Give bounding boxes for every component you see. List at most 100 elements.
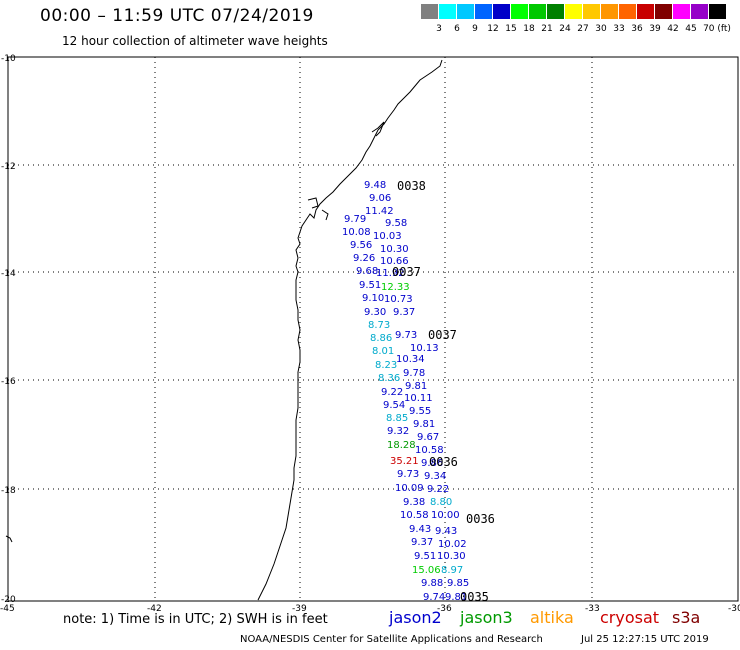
color-scale-swatch xyxy=(655,4,672,19)
color-scale-label: 21 xyxy=(541,24,553,34)
wave-height-value: 10.66 xyxy=(380,256,409,267)
wave-height-value: 35.21 xyxy=(390,456,419,467)
wave-height-value: 10.08 xyxy=(342,227,371,238)
wave-height-value: 8.86 xyxy=(370,333,392,344)
small-island-marker xyxy=(5,535,13,543)
coastline xyxy=(257,59,443,601)
wave-height-value: 9.55 xyxy=(409,406,431,417)
wave-height-value: 10.30 xyxy=(380,244,409,255)
color-scale-label: 24 xyxy=(559,24,571,34)
credit-line: NOAA/NESDIS Center for Satellite Applica… xyxy=(240,634,543,645)
wave-height-value: 9.56 xyxy=(350,240,372,251)
color-scale-swatch xyxy=(709,4,726,19)
longitude-label: -39 xyxy=(292,604,307,614)
map-grid xyxy=(8,57,738,601)
color-scale-label: 33 xyxy=(613,24,625,34)
wave-height-value: 10.03 xyxy=(373,231,402,242)
color-scale-label: 36 xyxy=(631,24,643,34)
wave-height-value: 15.06 xyxy=(412,565,441,576)
wave-height-value: 10.30 xyxy=(437,551,466,562)
longitude-label: -45 xyxy=(0,604,15,614)
latitude-label: -10 xyxy=(1,54,16,64)
wave-height-value: 9.81 xyxy=(413,419,435,430)
wave-height-value: 10.02 xyxy=(438,539,467,550)
pass-time-label: 0035 xyxy=(460,590,489,604)
color-scale-label: 6 xyxy=(454,24,460,34)
wave-height-value: 8.80 xyxy=(430,497,452,508)
wave-height-value: 10.09 xyxy=(395,483,424,494)
wave-height-value: 9.30 xyxy=(364,307,386,318)
wave-height-value: 9.81 xyxy=(445,592,467,603)
wave-height-value: 9.48 xyxy=(364,180,386,191)
footer-note: note: 1) Time is in UTC; 2) SWH is in fe… xyxy=(63,612,328,627)
latitude-labels: -10 -12 -14 -16 -18 -20 xyxy=(1,54,16,605)
latitude-label: -12 xyxy=(1,162,16,172)
wave-height-value: 9.26 xyxy=(353,253,375,264)
wave-height-value: 8.85 xyxy=(386,413,408,424)
longitude-label: -36 xyxy=(437,604,452,614)
pass-time-label: 0037 xyxy=(392,265,421,279)
wave-height-value: 9.37 xyxy=(411,537,433,548)
wave-height-value: 9.34 xyxy=(424,471,446,482)
pass-time-label: 0038 xyxy=(397,179,426,193)
wave-height-value: 9.54 xyxy=(383,400,405,411)
wave-height-value: 9.78 xyxy=(403,368,425,379)
wave-height-value: 8.01 xyxy=(372,346,394,357)
pass-time-label: 0036 xyxy=(466,512,495,526)
wave-height-value: 9.79 xyxy=(344,214,366,225)
map-frame xyxy=(7,56,739,602)
color-scale-swatch xyxy=(673,4,690,19)
color-scale-label: 15 xyxy=(505,24,517,34)
wave-height-value: 8.73 xyxy=(368,320,390,331)
legend-jason3: jason3 xyxy=(460,608,513,627)
color-scale-swatch xyxy=(529,4,546,19)
pass-time-labels: 0038 0037 0037 0036 0036 0035 xyxy=(392,179,495,604)
wave-height-value: 9.68 xyxy=(356,266,378,277)
wave-height-value: 10.13 xyxy=(410,343,439,354)
wave-height-value: 8.97 xyxy=(441,565,463,576)
legend-jason2: jason2 xyxy=(389,608,442,627)
wave-height-value: 9.73 xyxy=(395,330,417,341)
wave-height-value: 8.23 xyxy=(375,360,397,371)
wave-height-value: 9.06 xyxy=(369,193,391,204)
legend-cryosat: cryosat xyxy=(600,608,660,627)
wave-height-value: 9.22 xyxy=(427,484,449,495)
wave-height-value: 9.37 xyxy=(393,307,415,318)
longitude-labels: -45 -42 -39 -36 -33 -30 xyxy=(0,604,740,614)
wave-height-value: 9.67 xyxy=(417,432,439,443)
wave-height-value: 8.36 xyxy=(378,373,400,384)
wave-height-value: 9.85 xyxy=(447,578,469,589)
color-scale-label: 42 xyxy=(667,24,679,34)
legend-altika: altika xyxy=(530,608,574,627)
latitude-label: -18 xyxy=(1,486,16,496)
color-scale-swatch xyxy=(583,4,600,19)
wave-height-value: 18.28 xyxy=(387,440,416,451)
wave-height-value: 9.81 xyxy=(405,381,427,392)
wave-height-value: 10.11 xyxy=(404,393,433,404)
wave-height-value: 9.43 xyxy=(435,526,457,537)
wave-height-value: 9.86 xyxy=(421,458,443,469)
wave-height-value: 9.58 xyxy=(385,218,407,229)
wave-height-value: 9.51 xyxy=(359,280,381,291)
color-scale-swatch xyxy=(547,4,564,19)
pass-time-label: 0036 xyxy=(429,455,458,469)
color-scale-swatch xyxy=(691,4,708,19)
color-scale-swatch xyxy=(457,4,474,19)
wave-height-value: 10.00 xyxy=(431,510,460,521)
latitude-label: -14 xyxy=(1,269,16,279)
wave-height-value: 12.33 xyxy=(381,282,410,293)
color-scale-label: 3 xyxy=(436,24,442,34)
wave-height-value: 10.58 xyxy=(415,445,444,456)
wave-height-value: 9.22 xyxy=(381,387,403,398)
color-scale-label: 27 xyxy=(577,24,589,34)
wave-height-value: 9.32 xyxy=(387,426,409,437)
wave-height-value: 10.73 xyxy=(384,294,413,305)
wave-height-value: 9.51 xyxy=(414,551,436,562)
color-scale-swatch xyxy=(511,4,528,19)
longitude-label: -42 xyxy=(147,604,162,614)
color-scale-label: 12 xyxy=(487,24,499,34)
longitude-label: -30 xyxy=(728,604,740,614)
wave-height-value: 9.43 xyxy=(409,524,431,535)
wave-height-value: 9.74 xyxy=(423,592,445,603)
